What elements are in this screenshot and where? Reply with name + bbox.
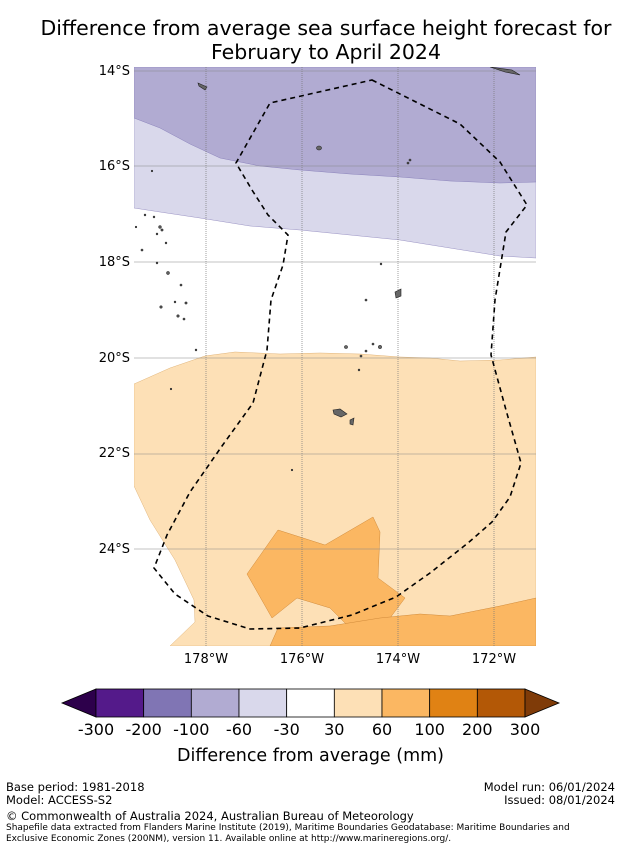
island	[197, 82, 208, 91]
island	[379, 262, 383, 266]
island	[378, 345, 382, 349]
island	[134, 225, 138, 229]
colorbar-cell	[333, 688, 383, 718]
colorbar-tick-label: -60	[225, 720, 253, 739]
island	[158, 225, 162, 229]
island	[155, 232, 159, 236]
lat-label-20s: 20°S	[98, 351, 130, 366]
band-light-positive	[134, 351, 536, 646]
island	[166, 271, 170, 275]
title-line-2: February to April 2024	[211, 40, 441, 64]
island	[169, 387, 173, 391]
lat-label-18s: 18°S	[98, 255, 130, 270]
island	[194, 348, 198, 352]
island	[357, 368, 361, 372]
shapefile-credit-2: Exclusive Economic Zones (200NM), versio…	[6, 834, 452, 844]
colorbar-cell	[429, 688, 478, 718]
title-line-1: Difference from average sea surface heig…	[40, 16, 612, 40]
shapefile-credit-1: Shapefile data extracted from Flanders M…	[6, 823, 570, 833]
island	[152, 215, 156, 219]
island	[143, 213, 147, 217]
island	[155, 261, 159, 265]
island	[159, 305, 163, 309]
island	[364, 298, 368, 302]
island	[160, 228, 164, 232]
colorbar-tick-label: 100	[414, 720, 445, 739]
island	[176, 314, 180, 318]
lon-label-176w: 176°W	[279, 652, 325, 667]
band-medium-negative	[134, 67, 536, 184]
colorbar-cell	[476, 688, 526, 718]
colorbar-over-arrow	[524, 688, 561, 718]
colorbar-cell	[190, 688, 240, 718]
island	[150, 169, 154, 173]
island	[364, 349, 368, 353]
island-tongatapu	[332, 408, 348, 418]
island	[164, 241, 168, 245]
island-samoa	[489, 67, 521, 76]
base-period: Base period: 1981-2018	[6, 780, 145, 794]
model-run-date: Model run: 06/01/2024	[483, 780, 615, 794]
eez-boundary	[153, 79, 528, 630]
island	[184, 301, 188, 305]
island	[349, 417, 355, 426]
model-name: Model: ACCESS-S2	[6, 793, 113, 807]
island	[316, 145, 322, 151]
colorbar-cells	[95, 688, 526, 718]
island	[371, 342, 375, 346]
colorbar-cell	[286, 688, 335, 718]
longitude-gridlines	[205, 67, 495, 646]
colorbar-cell	[381, 688, 431, 718]
colorbar-cell	[143, 688, 192, 718]
band-medium-positive-patch	[246, 516, 406, 631]
colorbar-tick-label: -100	[173, 720, 210, 739]
island	[406, 161, 410, 165]
lat-label-22s: 22°S	[98, 446, 130, 461]
map-area	[134, 67, 536, 646]
latitude-gridlines	[134, 70, 536, 550]
island	[408, 158, 412, 162]
island	[290, 468, 294, 472]
island	[179, 283, 183, 287]
colorbar-tick-label: -30	[273, 720, 300, 739]
lat-label-16s: 16°S	[98, 159, 130, 174]
island	[344, 345, 348, 349]
colorbar-tick-label: 30	[324, 720, 345, 739]
island	[359, 354, 363, 358]
colorbar-tick-label: 300	[509, 720, 541, 739]
colorbar-cell	[238, 688, 288, 718]
island	[140, 248, 144, 252]
colorbar-tick-label: 200	[462, 720, 493, 739]
island	[394, 288, 402, 299]
islands	[134, 67, 521, 472]
colorbar-label: Difference from average (mm)	[176, 746, 445, 766]
colorbar-tick-label: -300	[77, 720, 115, 739]
lat-label-24s: 24°S	[98, 542, 130, 557]
copyright: © Commonwealth of Australia 2024, Austra…	[6, 809, 414, 823]
island	[182, 317, 186, 321]
colorbar-tick-label: 60	[371, 720, 393, 739]
colorbar-tick-label: -200	[125, 720, 162, 739]
issued-date: Issued: 08/01/2024	[504, 793, 615, 807]
chart-title: Difference from average sea surface heig…	[0, 16, 621, 64]
island	[173, 300, 177, 304]
colorbar-cell	[95, 688, 145, 718]
lat-label-14s: 14°S	[98, 64, 130, 79]
lon-label-174w: 174°W	[375, 652, 421, 667]
colorbar-under-arrow	[60, 688, 97, 718]
lon-label-172w: 172°W	[471, 652, 517, 667]
lon-label-178w: 178°W	[183, 652, 229, 667]
